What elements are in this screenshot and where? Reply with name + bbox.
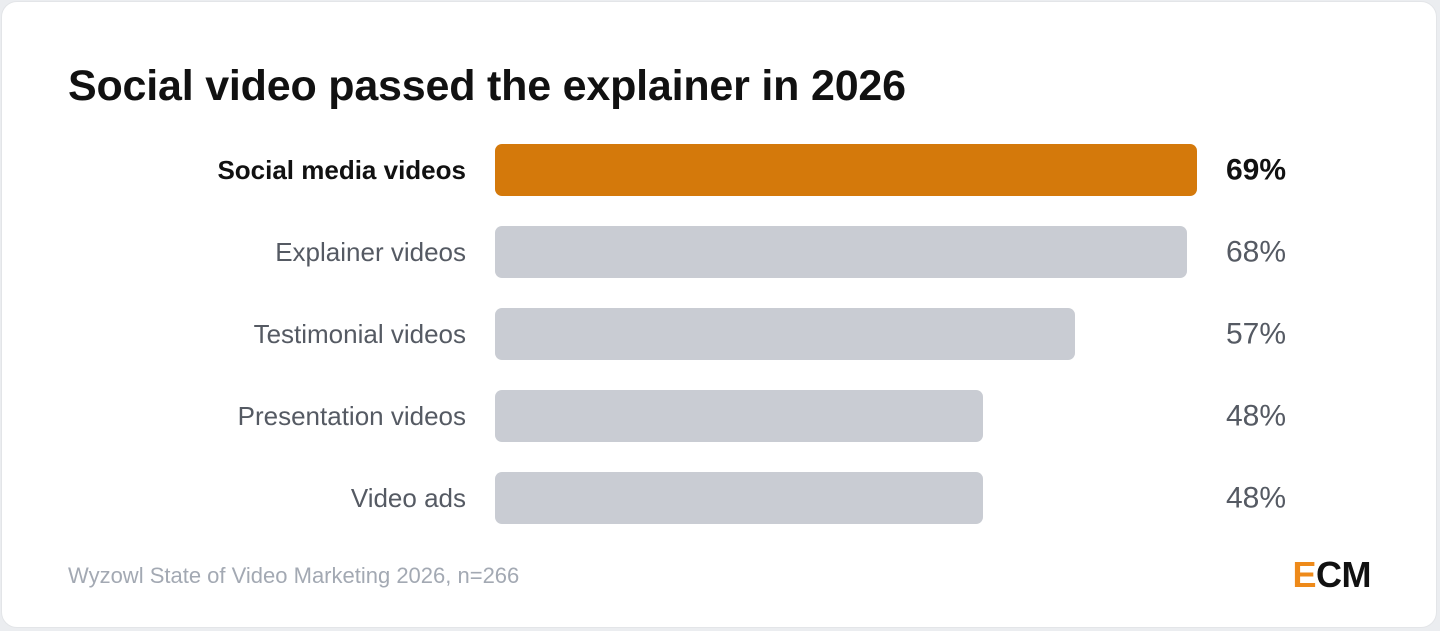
bar	[495, 472, 983, 524]
category-label: Presentation videos	[238, 401, 466, 431]
value-label: 57%	[1226, 318, 1286, 351]
logo-accent-letter: E	[1292, 554, 1316, 595]
ecm-logo: ECM	[1292, 555, 1371, 595]
category-label: Testimonial videos	[254, 319, 466, 349]
logo-text: CM	[1316, 554, 1372, 595]
category-label: Video ads	[351, 483, 466, 513]
value-label: 48%	[1226, 400, 1286, 433]
value-label: 68%	[1226, 236, 1286, 269]
category-label: Explainer videos	[275, 237, 466, 267]
bar	[495, 226, 1187, 278]
bar	[495, 308, 1075, 360]
value-label: 48%	[1226, 482, 1286, 515]
category-label: Social media videos	[217, 155, 466, 185]
bar	[495, 144, 1197, 196]
value-label: 69%	[1226, 154, 1286, 187]
bar	[495, 390, 983, 442]
chart-title: Social video passed the explainer in 202…	[68, 62, 906, 110]
source-note: Wyzowl State of Video Marketing 2026, n=…	[68, 563, 520, 588]
